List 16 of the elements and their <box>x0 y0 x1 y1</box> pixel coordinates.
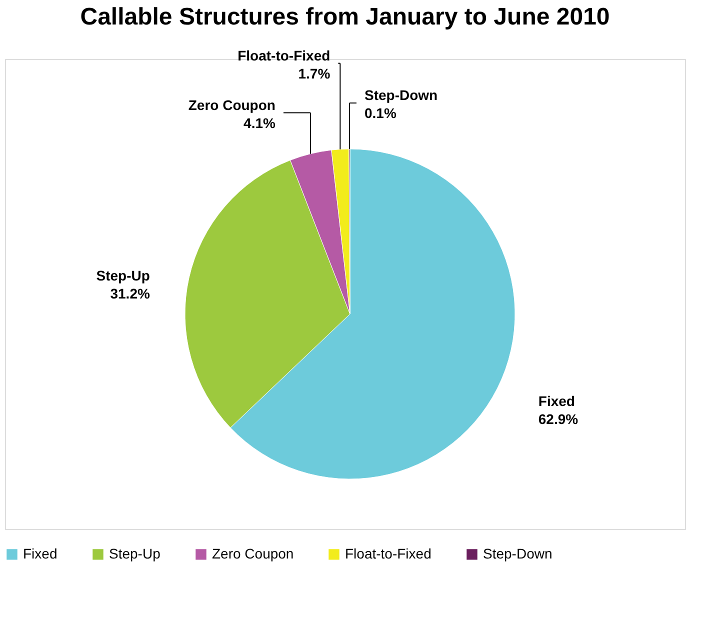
data-label: 31.2% <box>110 285 150 302</box>
slice-label: Step-Down <box>364 87 438 103</box>
data-label: 0.1% <box>364 105 397 121</box>
legend-label: Float-to-Fixed <box>345 545 432 562</box>
legend-label: Step-Down <box>483 545 552 562</box>
legend-label: Zero Coupon <box>212 545 294 562</box>
slice-label: Float-to-Fixed <box>238 47 330 64</box>
legend-label: Fixed <box>23 545 58 562</box>
legend-label: Step-Up <box>109 545 161 562</box>
data-label: 62.9% <box>538 410 579 427</box>
slice-label: Step-Up <box>96 267 150 284</box>
data-label: 1.7% <box>298 65 331 82</box>
data-label: 4.1% <box>244 114 276 131</box>
slice-label: Zero Coupon <box>188 96 276 113</box>
slice-label: Fixed <box>538 392 575 409</box>
chart-title: Callable Structures from January to June 2010 <box>80 3 610 30</box>
